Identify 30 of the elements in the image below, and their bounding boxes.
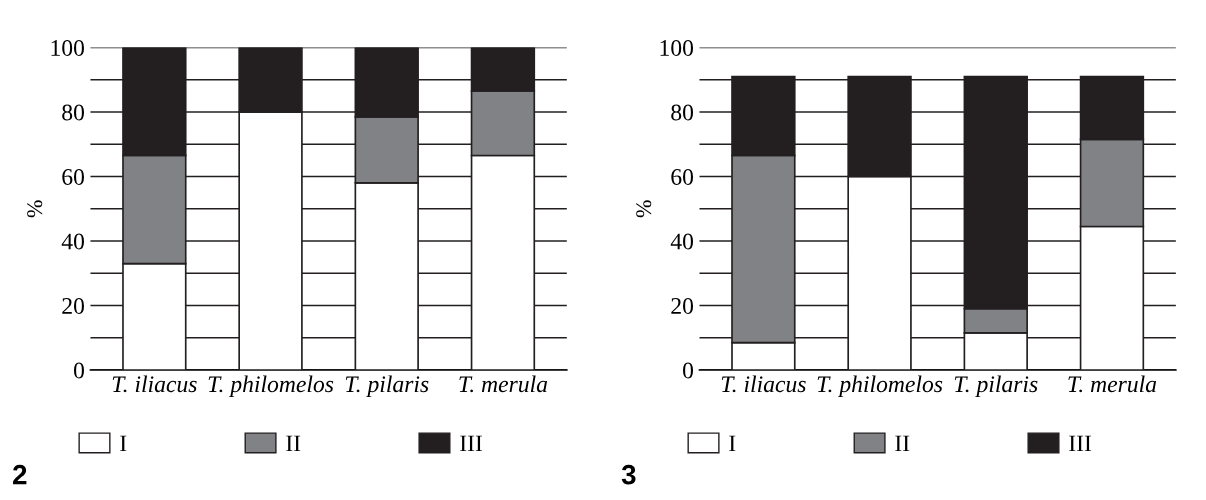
y-tick-label: 100: [51, 39, 84, 56]
y-tick-label: 80: [671, 104, 694, 121]
x-tick-label: T. merula: [1068, 375, 1157, 393]
legend-label: III: [460, 435, 483, 452]
legend-label: III: [1069, 435, 1092, 452]
y-tick-label: 20: [671, 297, 694, 314]
x-tick-label: T. pilaris: [954, 375, 1038, 397]
x-tick-label: T. pilaris: [345, 375, 429, 397]
y-tick-label: 60: [671, 168, 694, 185]
y-tick-label: 40: [670, 233, 694, 250]
y-tick-label: 20: [62, 297, 84, 314]
y-axis-title: %: [636, 200, 652, 218]
y-tick-label: 60: [62, 168, 84, 185]
y-tick-label: 100: [660, 39, 694, 56]
y-tick-label: 0: [73, 362, 84, 379]
x-tick-label: T. merula: [459, 375, 548, 393]
x-tick-label: T. iliacus: [112, 375, 197, 393]
legend-label: II: [286, 435, 301, 452]
y-tick-label: 80: [62, 104, 84, 121]
legend-label: II: [895, 435, 910, 452]
legend-label: I: [120, 435, 127, 452]
y-tick-label: 0: [683, 362, 694, 379]
x-tick-label: T. iliacus: [721, 375, 806, 393]
text: I: [729, 435, 736, 452]
text: 3: [621, 464, 636, 485]
x-tick-label: T. philomelos: [208, 375, 334, 397]
y-axis-title: %: [27, 200, 43, 218]
text: 2: [13, 464, 27, 485]
x-tick-label: T. philomelos: [817, 375, 943, 397]
y-tick-label: 40: [61, 233, 84, 250]
